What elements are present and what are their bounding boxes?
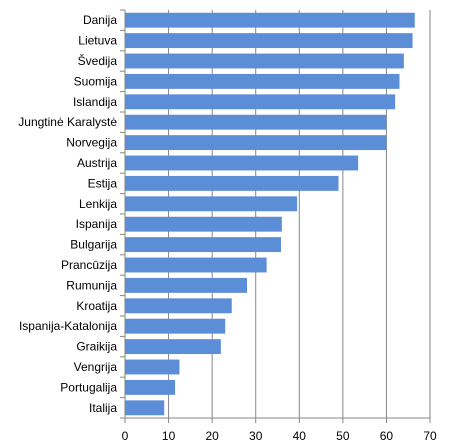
bar-13: [125, 277, 247, 293]
category-labels: Danija Lietuva Švedija Suomija Islandija Jung…: [18, 13, 117, 415]
category-label-8: Estija: [88, 176, 118, 190]
category-label-17: Vengrija: [74, 360, 118, 374]
category-label-3: Suomija: [74, 74, 118, 88]
bar-16: [125, 339, 221, 355]
x-tick-label-60: 60: [380, 429, 394, 443]
bar-15: [125, 318, 226, 334]
bar-19: [125, 400, 165, 416]
category-label-7: Austrija: [77, 156, 117, 170]
bar-18: [125, 379, 176, 395]
bar-9: [125, 196, 298, 212]
x-tick-label-50: 50: [336, 429, 350, 443]
category-label-2: Švedija: [78, 53, 118, 68]
bar-5: [125, 114, 387, 130]
bar-3: [125, 73, 400, 89]
category-label-19: Italija: [89, 401, 117, 415]
bar-12: [125, 257, 267, 273]
bar-0: [125, 12, 415, 28]
category-label-1: Lietuva: [78, 34, 117, 48]
x-tick-label-0: 0: [122, 429, 129, 443]
category-label-0: Danija: [83, 13, 117, 27]
category-label-12: Prancūzija: [61, 258, 117, 272]
bar-1: [125, 33, 413, 49]
bars: [125, 12, 415, 416]
category-label-10: Ispanija: [76, 217, 118, 231]
category-label-11: Bulgarija: [70, 238, 117, 252]
category-label-14: Kroatija: [76, 299, 117, 313]
category-label-9: Lenkija: [79, 197, 117, 211]
x-tick-label-30: 30: [249, 429, 263, 443]
bar-2: [125, 53, 404, 69]
axes: [120, 9, 431, 423]
category-label-6: Norvegija: [66, 136, 117, 150]
category-label-13: Rumunija: [66, 278, 117, 292]
bar-4: [125, 94, 396, 110]
category-label-16: Graikija: [76, 340, 117, 354]
bar-6: [125, 135, 387, 151]
gridlines: [168, 10, 431, 418]
x-tick-labels: 0 10 20 30 40 50 60 70: [122, 429, 437, 443]
category-label-5: Jungtinė Karalystė: [18, 115, 117, 129]
x-tick-label-10: 10: [162, 429, 176, 443]
x-tick-label-70: 70: [423, 429, 437, 443]
category-label-15: Ispanija-Katalonija: [19, 319, 117, 333]
category-label-4: Islandija: [73, 95, 117, 109]
bar-14: [125, 298, 232, 314]
x-tick-label-20: 20: [205, 429, 219, 443]
bar-7: [125, 155, 359, 171]
category-label-18: Portugalija: [60, 380, 117, 394]
bar-17: [125, 359, 180, 375]
x-tick-label-40: 40: [293, 429, 307, 443]
bar-11: [125, 237, 281, 253]
bar-10: [125, 216, 282, 232]
bar-8: [125, 175, 339, 191]
